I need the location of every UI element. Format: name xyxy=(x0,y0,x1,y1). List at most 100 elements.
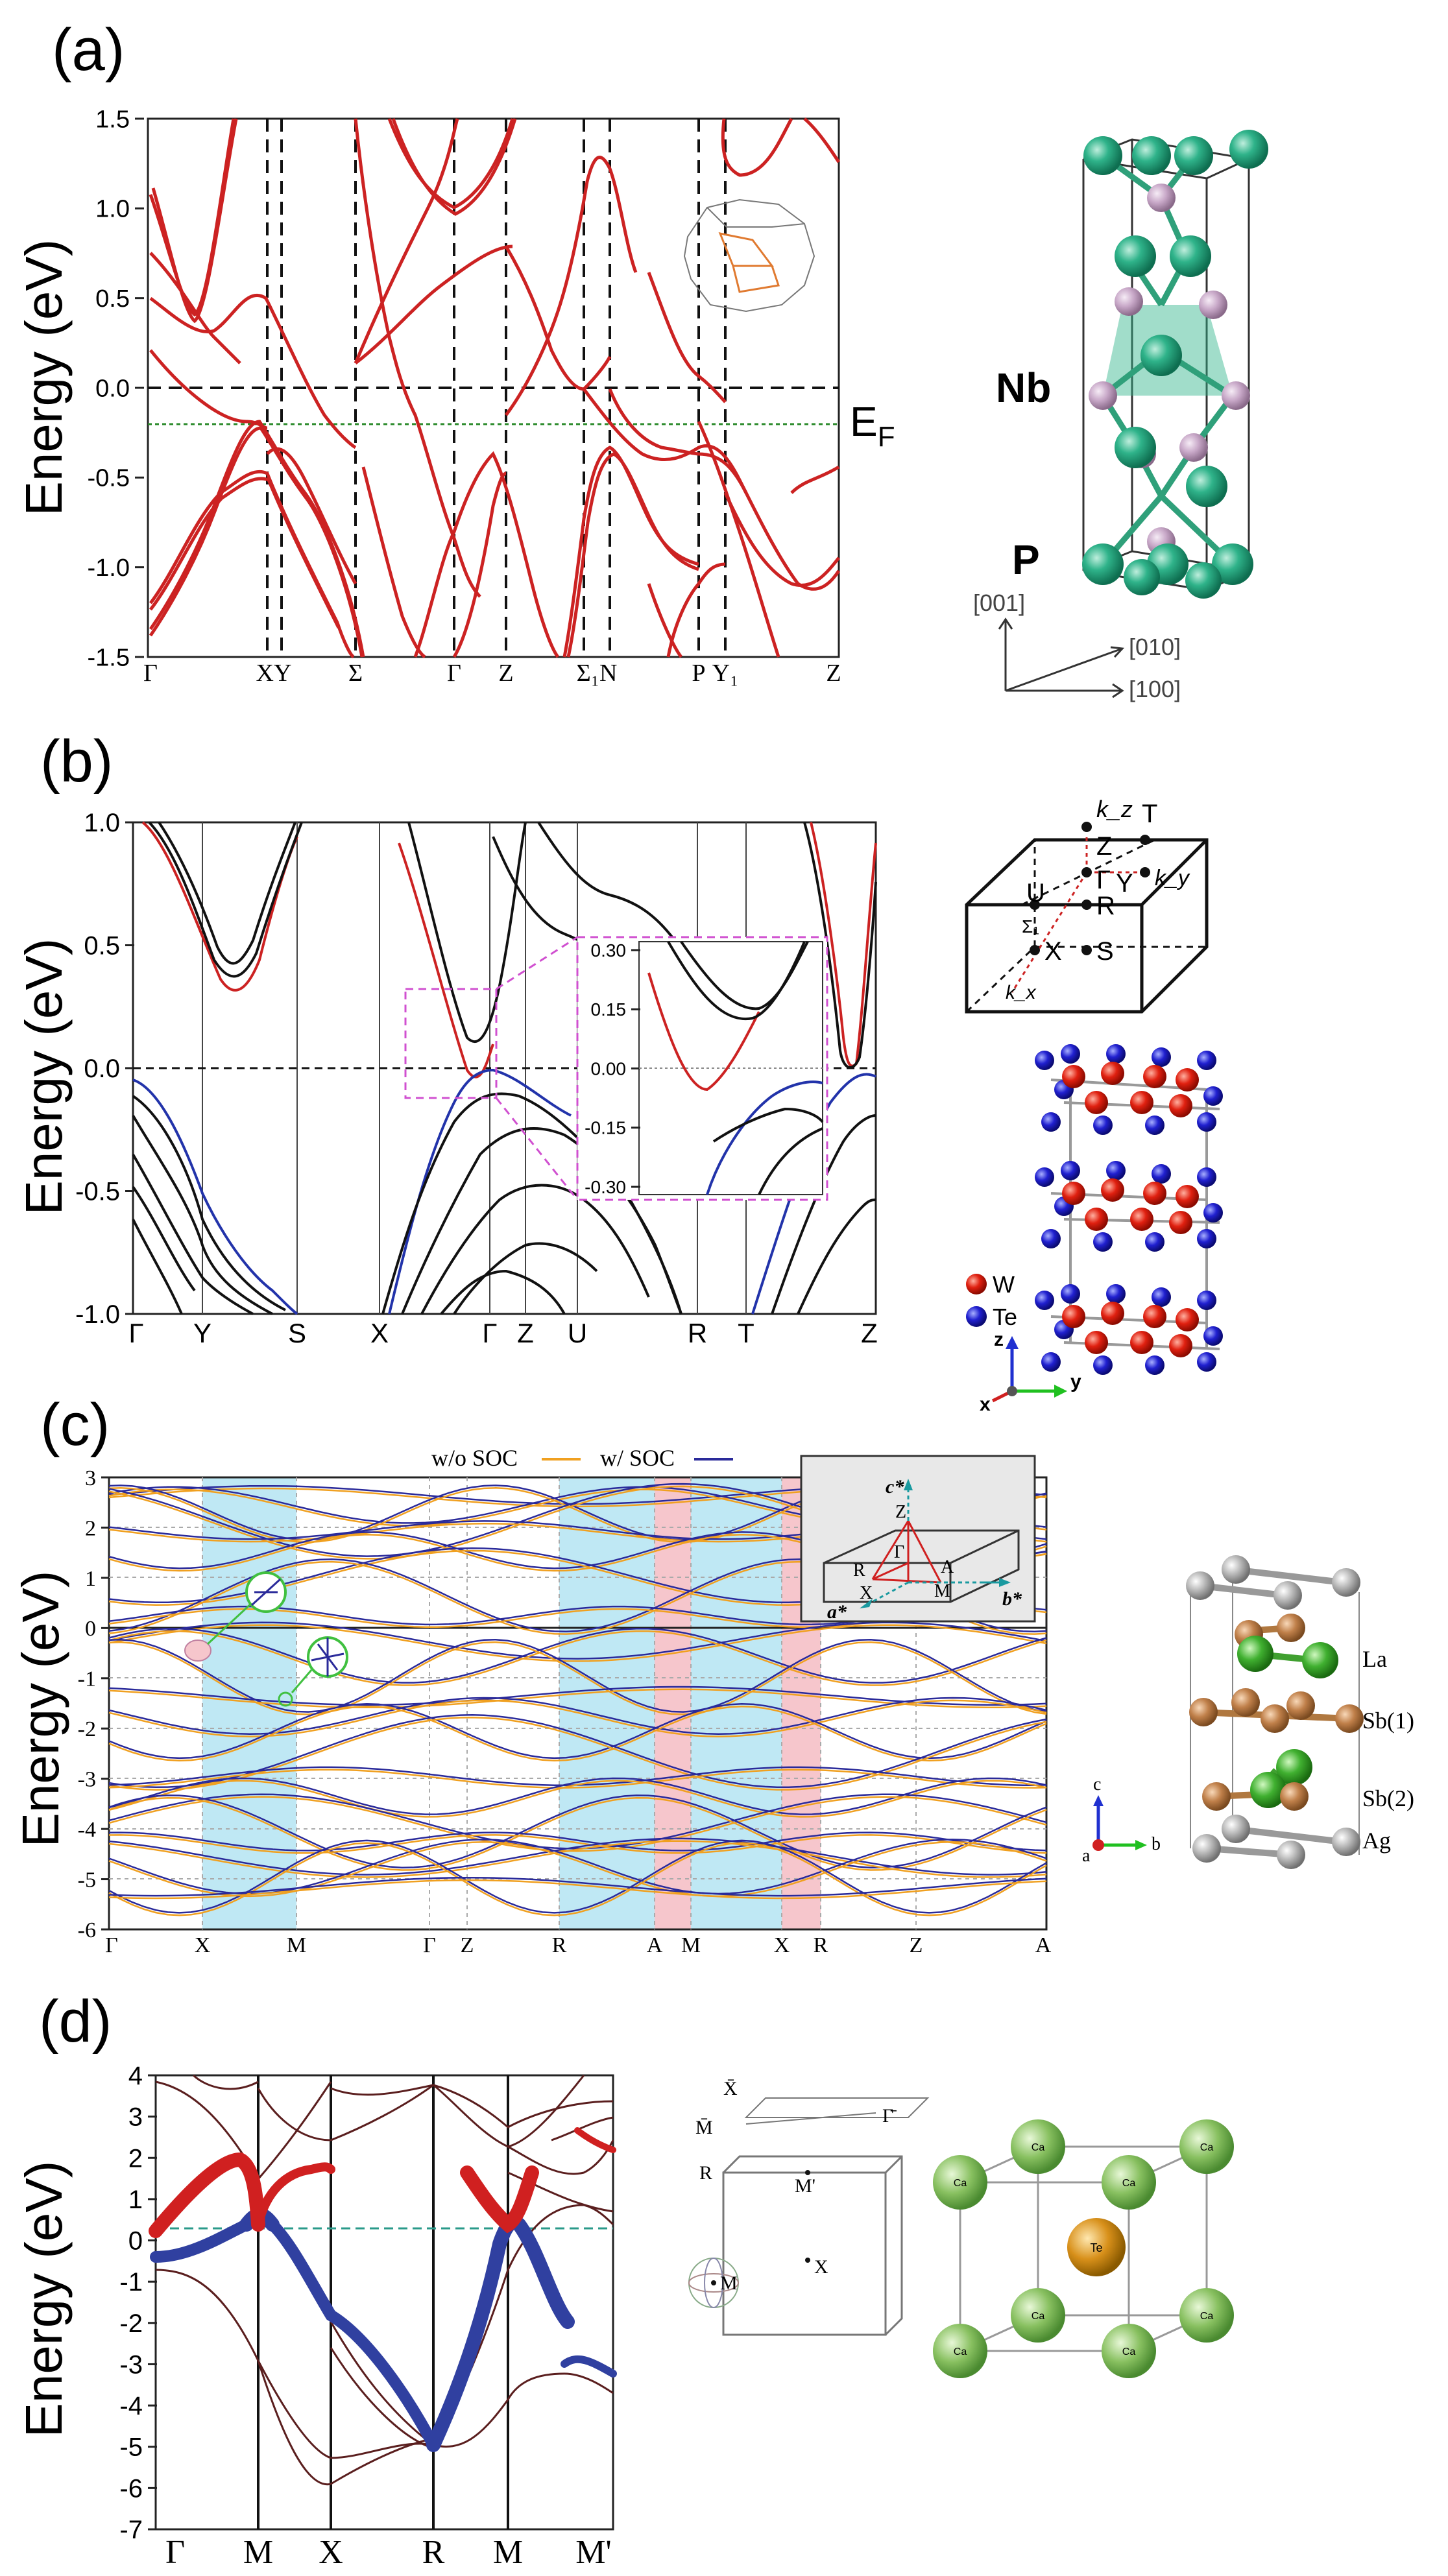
panel-a-xtick-0: Γ xyxy=(143,660,158,687)
panel-b-inset-ytick-2: 0.00 xyxy=(591,1058,627,1079)
panel-c-ytick-5: -2 xyxy=(78,1717,96,1741)
panel-b-te-atom-2-8 xyxy=(1197,1352,1216,1372)
panel-c-yticks: 3 2 1 0 -1 -2 -3 -4 -5 -6 xyxy=(78,1466,110,1942)
panel-c-axes: c a b xyxy=(1082,1774,1161,1866)
panel-d-bands xyxy=(155,2074,614,2486)
panel-d-xtick-0: Γ xyxy=(165,2534,185,2571)
panel-b-bz-sigma: Σ₁ xyxy=(1022,916,1039,936)
panel-c-axis-b: b xyxy=(1152,1834,1161,1854)
panel-b-w-atom-2-0 xyxy=(1062,1305,1085,1328)
panel-d-xtick-3: R xyxy=(422,2534,445,2571)
panel-c-xtick-8: X xyxy=(774,1933,790,1957)
panel-a-band-structure: Energy (eV) 1.5 1.0 0.5 0.0 -0.5 -1.0 -1.5 EF xyxy=(15,106,1268,702)
panel-a-band-9 xyxy=(354,118,459,364)
panel-c-xtick-10: Z xyxy=(910,1933,923,1957)
panel-a-band-6 xyxy=(149,470,355,659)
panel-d-ca-label-3: Ca xyxy=(1122,2178,1136,2189)
panel-b-xtick-9: Z xyxy=(861,1318,878,1348)
panel-d-ca-label-2: Ca xyxy=(1200,2142,1214,2153)
panel-b-w-atom-2-3 xyxy=(1176,1308,1199,1331)
panel-b-te-atom-2-6 xyxy=(1093,1355,1113,1375)
panel-d-red-2 xyxy=(254,2162,335,2229)
panel-d-crystal: Ca Ca Ca Ca Ca Ca Ca Ca Te xyxy=(933,2119,1234,2378)
panel-a-band-23 xyxy=(790,465,840,494)
panel-d-red-3 xyxy=(460,2165,539,2234)
panel-a-ytick-0: 1.5 xyxy=(95,106,130,133)
panel-c-axis-a: a xyxy=(1082,1846,1091,1866)
panel-d-ytick-7: -3 xyxy=(119,2350,143,2379)
panel-a-band-13 xyxy=(361,466,426,659)
panel-b-xtick-1: Y xyxy=(193,1318,211,1348)
panel-b-zoom-connector-1 xyxy=(496,936,578,990)
panel-b-te-atom-1-1 xyxy=(1061,1161,1080,1180)
panel-a-band-26 xyxy=(666,562,726,658)
panel-d-te-atom xyxy=(1067,2218,1126,2276)
panel-d-yticks: 4 3 2 1 0 -1 -2 -3 -4 -5 -6 -7 xyxy=(119,2062,157,2544)
panel-b-w-atom-2-4 xyxy=(1085,1331,1108,1354)
panel-a-band-27 xyxy=(647,272,727,403)
panel-d-bz-x: X xyxy=(814,2256,828,2278)
panel-c-band-23-nosoc xyxy=(108,1842,1047,1916)
panel-a-axis-001: [001] xyxy=(973,590,1025,616)
panel-a-band-6b xyxy=(149,477,341,629)
panel-d-ca-label-4: Ca xyxy=(954,2346,967,2357)
panel-b-bz: k_z Z T Γ Y k_y U R Σ₁ X S k_x xyxy=(965,796,1209,1014)
panel-a-bz-inner xyxy=(706,207,805,228)
panel-c-band-10-nosoc xyxy=(108,1630,1047,1686)
panel-d-xtick-1: M xyxy=(243,2534,273,2571)
panel-c-bz-x: X xyxy=(860,1583,873,1603)
panel-a-band-21 xyxy=(647,583,683,658)
panel-d-ytick-6: -2 xyxy=(119,2309,143,2338)
panel-b-te-atom-2-3 xyxy=(1152,1287,1171,1307)
panel-b-bz-t: T xyxy=(1142,800,1157,828)
panel-a-band-22 xyxy=(697,420,780,658)
panel-b-axis-y: y xyxy=(1070,1371,1081,1392)
panel-d-ytick-0: 4 xyxy=(128,2062,143,2090)
panel-b-w-atom-2-5 xyxy=(1130,1331,1153,1354)
panel-c-band-20-nosoc xyxy=(108,1834,1047,1854)
panel-c-bz-gamma: Γ xyxy=(894,1542,904,1562)
panel-c-bz-a: A xyxy=(941,1557,954,1577)
panel-c-xtick-6: A xyxy=(647,1933,663,1957)
panel-c-label-la: La xyxy=(1362,1646,1387,1672)
panel-d-band-3 xyxy=(257,2075,585,2148)
panel-b-te-atom-0-6 xyxy=(1093,1115,1113,1135)
panel-b-xtick-5: Z xyxy=(517,1318,534,1348)
panel-b-band-black-5 xyxy=(537,821,676,942)
panel-b-xtick-6: U xyxy=(568,1318,587,1348)
panel-a-ylabel: Energy (eV) xyxy=(15,239,73,516)
panel-c-band-10-soc xyxy=(108,1627,1047,1684)
panel-b-xtick-7: R xyxy=(688,1318,707,1348)
panel-b-inset-yticks: 0.30 0.15 0.00 -0.15 -0.30 xyxy=(585,940,640,1197)
panel-tag-a: (a) xyxy=(52,17,125,83)
panel-b-bz-kx: k_x xyxy=(1006,982,1037,1003)
panel-c-band-9-soc xyxy=(108,1621,1047,1660)
panel-d-ca-label-6: Ca xyxy=(1200,2311,1214,2322)
panel-a-band-1b xyxy=(151,118,238,324)
panel-b-band-black-14 xyxy=(420,1184,650,1315)
panel-b-te-atom-2-0 xyxy=(1035,1291,1054,1310)
panel-a-band-17 xyxy=(504,156,638,416)
panel-b-w-atom-0-5 xyxy=(1130,1091,1153,1114)
panel-b-w-atom-0-4 xyxy=(1085,1091,1108,1114)
panel-b-w-atom-1-6 xyxy=(1169,1211,1192,1234)
panel-a-band-24 xyxy=(803,117,841,163)
panel-b-inset-black-4 xyxy=(758,1127,823,1195)
panel-b-inset-ytick-1: 0.15 xyxy=(591,999,627,1020)
panel-b-te-atom-0-0 xyxy=(1035,1051,1054,1070)
panel-a-xtick-2: Σ xyxy=(348,660,363,687)
panel-c-band-22-nosoc xyxy=(108,1841,1047,1898)
panel-d-red-projection xyxy=(149,2127,616,2238)
panel-b-te-atom-0-8 xyxy=(1197,1112,1216,1132)
panel-b-te-atom-0-7 xyxy=(1145,1115,1164,1135)
panel-b-w-atom-2-1 xyxy=(1101,1302,1124,1325)
panel-b-te-atom-2-2 xyxy=(1106,1284,1126,1304)
panel-c-ytick-2: 1 xyxy=(85,1567,96,1591)
panel-a-band-18b xyxy=(566,452,699,658)
panel-b-bz-ky: k_y xyxy=(1155,866,1190,890)
panel-d-band-8 xyxy=(330,2347,434,2450)
panel-b-w-atom-0-6 xyxy=(1169,1094,1192,1117)
panel-d-ytick-4: 0 xyxy=(128,2227,143,2256)
panel-a-bz-path xyxy=(718,232,780,293)
